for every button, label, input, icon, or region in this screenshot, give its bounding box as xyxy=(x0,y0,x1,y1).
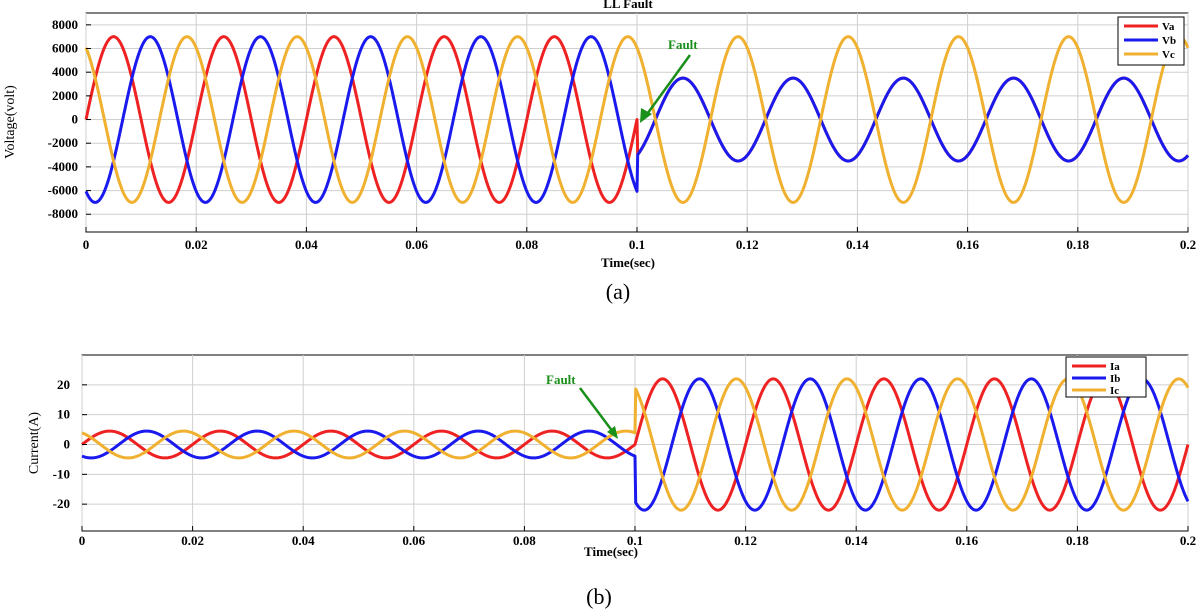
voltage-fault-arrowhead xyxy=(640,108,652,123)
voltage-y-tick-label: -8000 xyxy=(48,206,78,221)
current-x-tick-label: 0.12 xyxy=(734,533,757,548)
current-x-tick-label: 0.2 xyxy=(1180,533,1196,548)
current-fault-label: Fault xyxy=(546,372,576,387)
voltage-y-axis-label: Voltage(volt) xyxy=(3,85,18,159)
current-y-axis-label: Current(A) xyxy=(27,412,42,475)
current-x-tick-label: 0.04 xyxy=(292,533,315,548)
current-x-tick-label: 0.02 xyxy=(181,533,204,548)
current-legend-label-ib: Ib xyxy=(1110,373,1120,385)
current-y-tick-label: 0 xyxy=(64,436,71,451)
voltage-x-tick-label: 0.2 xyxy=(1180,237,1196,252)
voltage-y-tick-label: 2000 xyxy=(52,88,78,103)
voltage-x-tick-label: 0.14 xyxy=(846,237,869,252)
voltage-legend-label-vb: Vb xyxy=(1162,35,1176,47)
voltage-fault-annotation: Fault xyxy=(640,37,698,123)
current-x-tick-label: 0.06 xyxy=(402,533,425,548)
current-x-tick-label: 0.1 xyxy=(627,533,643,548)
voltage-x-tick-label: 0.18 xyxy=(1066,237,1089,252)
current-fault-arrowhead xyxy=(607,426,618,439)
current-x-tick-label: 0.08 xyxy=(513,533,536,548)
current-x-tick-label: 0 xyxy=(79,533,86,548)
voltage-x-tick-label: 0.1 xyxy=(629,237,645,252)
voltage-fault-arrow xyxy=(643,54,692,118)
voltage-chart-title: LL Fault xyxy=(603,0,653,11)
current-legend-label-ic: Ic xyxy=(1110,385,1119,397)
current-chart-panel: -20 -10 0 10 20 0 0.02 0.04 0.06 0.08 0.1 0.12 0.14… xyxy=(27,354,1196,609)
current-fault-annotation: Fault xyxy=(546,372,618,439)
current-fault-arrow xyxy=(579,387,614,433)
voltage-x-tick-label: 0.06 xyxy=(405,237,428,252)
voltage-x-tick-label: 0.16 xyxy=(956,237,979,252)
current-x-ticks: 0 0.02 0.04 0.06 0.08 0.1 0.12 0.14 0.16 0.18 0.2 xyxy=(79,526,1196,548)
current-series-lines xyxy=(81,377,1190,512)
current-y-ticks: -20 -10 0 10 20 xyxy=(53,377,87,511)
current-x-axis-label: Time(sec) xyxy=(584,544,638,559)
voltage-legend-label-vc: Vc xyxy=(1162,49,1175,61)
voltage-x-tick-label: 0.12 xyxy=(736,237,759,252)
voltage-series-vc xyxy=(84,35,1190,204)
voltage-x-tick-label: 0 xyxy=(83,237,90,252)
voltage-fault-label: Fault xyxy=(668,37,698,52)
current-y-tick-label: 10 xyxy=(57,407,70,422)
current-x-tick-label: 0.14 xyxy=(845,533,868,548)
voltage-legend: Va Vb Vc xyxy=(1117,16,1185,66)
voltage-y-tick-label: -2000 xyxy=(48,135,78,150)
voltage-x-ticks: 0 0.02 0.04 0.06 0.08 0.1 0.12 0.14 0.16 0.18 0.2 xyxy=(83,227,1196,252)
voltage-y-tick-label: 8000 xyxy=(52,17,78,32)
voltage-y-tick-label: 4000 xyxy=(52,64,78,79)
voltage-y-tick-label: -4000 xyxy=(48,159,78,174)
current-series-ia xyxy=(81,377,1190,512)
voltage-chart-caption: (a) xyxy=(606,279,630,304)
voltage-legend-label-va: Va xyxy=(1162,21,1175,33)
current-series-ic xyxy=(81,377,1190,512)
voltage-y-ticks: -8000 -6000 -4000 -2000 0 2000 4000 6000 8000 xyxy=(48,17,91,221)
current-chart-caption: (b) xyxy=(586,584,612,609)
voltage-y-tick-label: 0 xyxy=(72,112,79,127)
voltage-y-tick-label: 6000 xyxy=(52,41,78,56)
current-legend-label-ia: Ia xyxy=(1110,361,1120,373)
current-series-ib xyxy=(81,377,1190,512)
current-y-tick-label: 20 xyxy=(57,377,70,392)
current-y-tick-label: -20 xyxy=(53,496,70,511)
voltage-x-axis-label: Time(sec) xyxy=(601,255,655,270)
voltage-y-tick-label: -6000 xyxy=(48,183,78,198)
current-x-tick-label: 0.16 xyxy=(955,533,978,548)
voltage-x-tick-label: 0.08 xyxy=(515,237,538,252)
current-x-tick-label: 0.18 xyxy=(1066,533,1089,548)
voltage-series-lines xyxy=(84,35,1190,204)
current-y-tick-label: -10 xyxy=(53,466,70,481)
voltage-x-tick-label: 0.04 xyxy=(295,237,318,252)
voltage-series-vb xyxy=(84,35,1190,204)
voltage-x-tick-label: 0.02 xyxy=(185,237,208,252)
